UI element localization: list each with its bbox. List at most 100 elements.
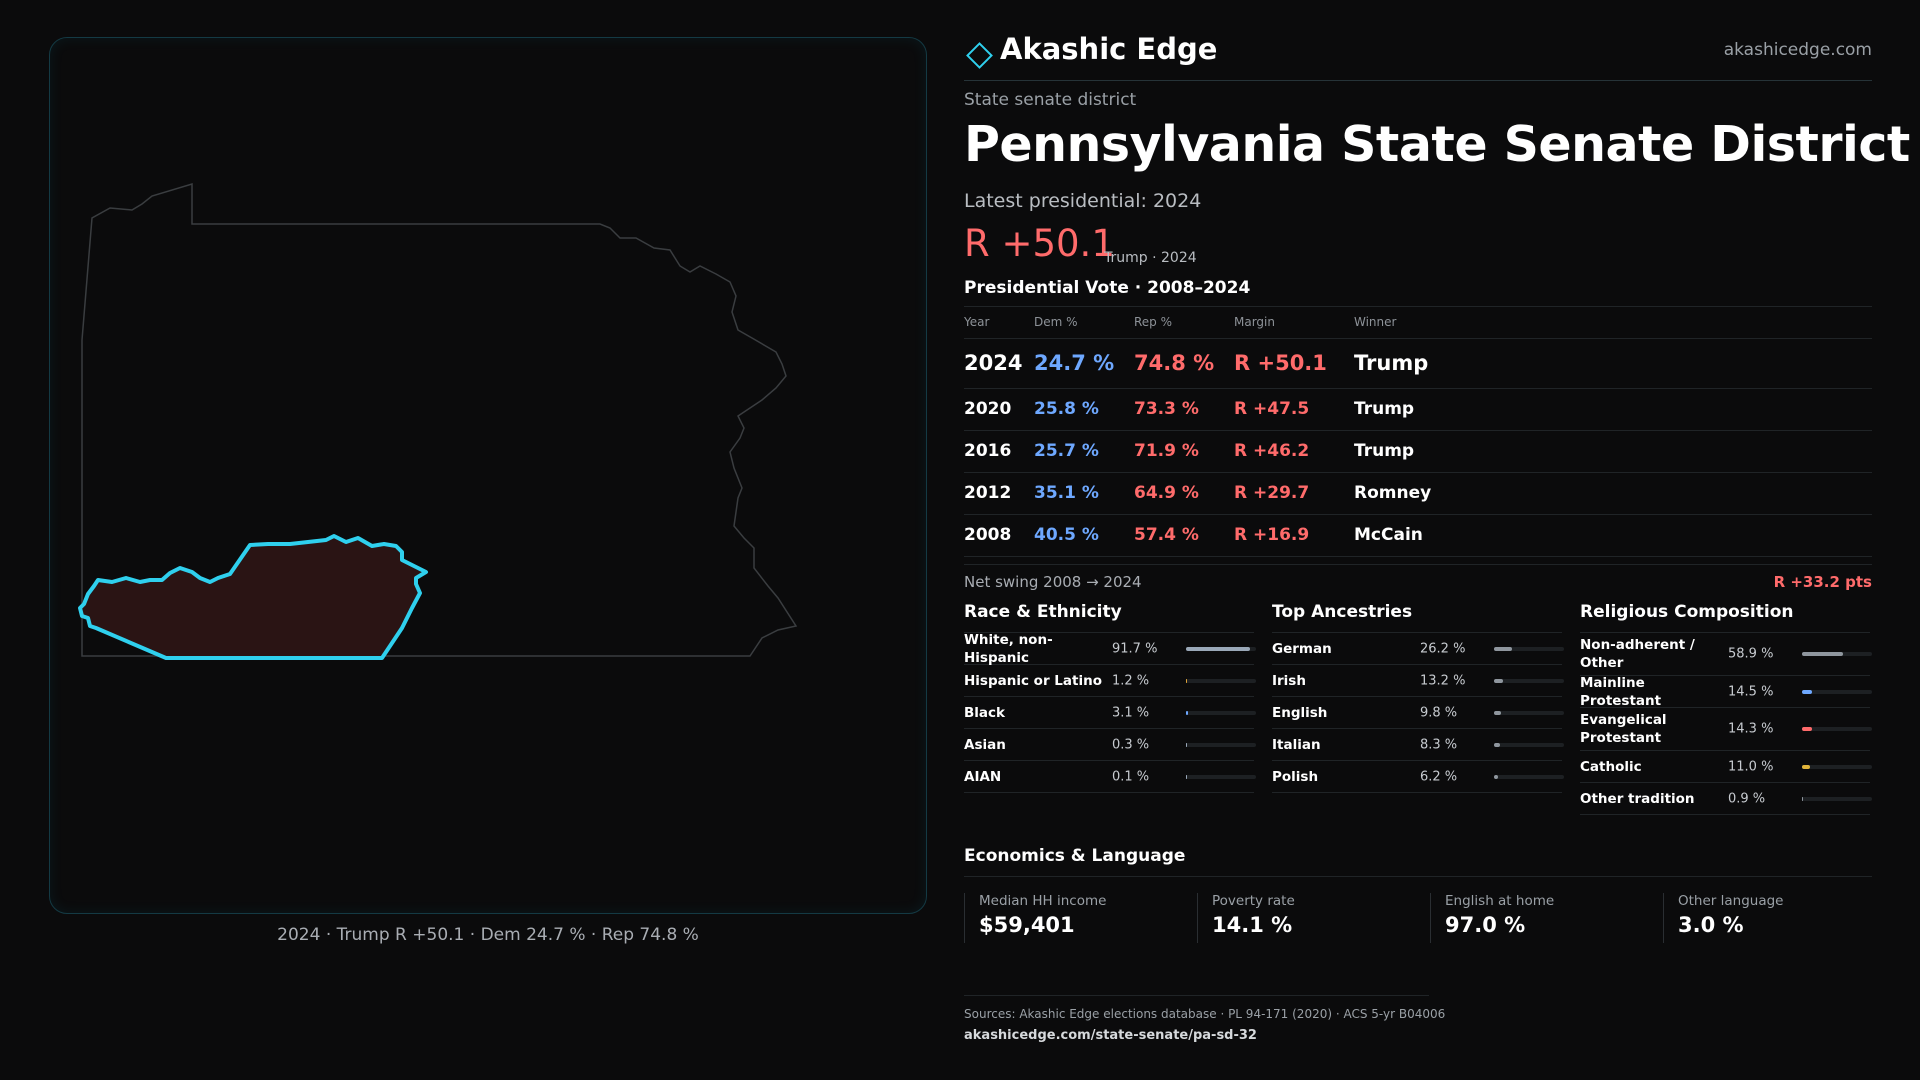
econ-median-income: Median HH income $59,401 [964, 893, 1196, 943]
bar-track [1494, 774, 1564, 779]
list-item: English 9.8 % [1272, 697, 1564, 729]
item-percent: 91.7 % [1112, 641, 1158, 656]
row-rep: 74.8 % [1134, 351, 1215, 375]
list-item: Italian 8.3 % [1272, 729, 1564, 761]
item-percent: 3.1 % [1112, 705, 1150, 720]
col-dem: Dem % [1034, 315, 1078, 329]
econ-label: Other language [1678, 893, 1784, 909]
row-winner: Trump [1354, 441, 1415, 461]
list-item: Black 3.1 % [964, 697, 1256, 729]
row-dem: 24.7 % [1034, 351, 1115, 375]
district-shape [78, 534, 428, 660]
district-map[interactable] [49, 37, 927, 914]
row-rep: 71.9 % [1134, 441, 1199, 461]
item-percent: 13.2 % [1420, 673, 1466, 688]
bar-fill [1186, 742, 1188, 747]
brand-url[interactable]: akashicedge.com [1723, 40, 1872, 60]
latest-margin: R +50.1 [964, 222, 1115, 265]
row-winner: Trump [1354, 399, 1415, 419]
item-label: White, non-Hispanic [964, 631, 1053, 666]
col-margin: Margin [1234, 315, 1275, 329]
item-label: AIAN [964, 768, 1002, 785]
item-label: Asian [964, 736, 1006, 753]
table-header: Year Dem % Rep % Margin Winner [964, 307, 1872, 339]
item-label: Polish [1272, 768, 1319, 785]
brand-header: Akashic Edge akashicedge.com [964, 30, 1872, 81]
row-winner: Trump [1354, 351, 1429, 375]
col-winner: Winner [1354, 315, 1397, 329]
row-winner: Romney [1354, 483, 1432, 503]
row-margin: R +47.5 [1234, 399, 1310, 419]
list-item: Catholic 11.0 % [1580, 751, 1872, 783]
bar-track [1802, 689, 1872, 694]
econ-value: 3.0 % [1678, 913, 1744, 937]
bar-fill [1494, 774, 1499, 779]
row-winner: McCain [1354, 525, 1423, 545]
bar-track [1494, 678, 1564, 683]
item-label: Irish [1272, 672, 1306, 689]
list-item: Other tradition 0.9 % [1580, 783, 1872, 815]
item-label: Non-adherent / Other [1580, 637, 1695, 671]
bar-fill [1494, 678, 1504, 683]
divider [1663, 893, 1664, 943]
diamond-logo-icon [966, 42, 993, 69]
col-rep: Rep % [1134, 315, 1173, 329]
row-dem: 40.5 % [1034, 525, 1099, 545]
bar-fill [1802, 764, 1810, 769]
econ-other-language: Other language 3.0 % [1663, 893, 1895, 943]
net-swing-value: R +33.2 pts [1773, 573, 1872, 591]
bar-track [1186, 646, 1256, 651]
item-label: Catholic [1580, 758, 1642, 775]
list-item: German 26.2 % [1272, 633, 1564, 665]
item-percent: 0.3 % [1112, 737, 1150, 752]
row-margin: R +46.2 [1234, 441, 1310, 461]
row-dem: 25.7 % [1034, 441, 1099, 461]
page-url[interactable]: akashicedge.com/state-senate/pa-sd-32 [964, 1028, 1257, 1043]
list-item: AIAN 0.1 % [964, 761, 1256, 793]
bar-track [1802, 652, 1872, 656]
econ-value: $59,401 [979, 913, 1075, 937]
list-item: Non-adherent / Other 58.9 % [1580, 633, 1872, 676]
bar-track [1186, 774, 1256, 779]
district-type: State senate district [964, 90, 1137, 110]
item-percent: 1.2 % [1112, 673, 1150, 688]
item-percent: 0.1 % [1112, 769, 1150, 784]
econ-label: English at home [1445, 893, 1555, 909]
list-item: Hispanic or Latino 1.2 % [964, 665, 1256, 697]
table-row: 2008 40.5 % 57.4 % R +16.9 McCain [964, 515, 1872, 557]
page-title: Pennsylvania State Senate District 32 [964, 116, 1920, 173]
item-percent: 6.2 % [1420, 769, 1458, 784]
bar-track [1186, 678, 1256, 683]
bar-fill [1802, 727, 1812, 731]
list-item: Asian 0.3 % [964, 729, 1256, 761]
net-swing-label: Net swing 2008 → 2024 [964, 573, 1142, 591]
religion-section: Religious Composition Non-adherent / Oth… [1580, 602, 1872, 815]
item-label: Evangelical Protestant [1580, 712, 1667, 746]
list-item: Irish 13.2 % [1272, 665, 1564, 697]
map-caption: 2024 · Trump R +50.1 · Dem 24.7 % · Rep … [277, 925, 699, 945]
row-rep: 57.4 % [1134, 525, 1199, 545]
table-row: 2024 24.7 % 74.8 % R +50.1 Trump [964, 339, 1872, 389]
economics-title: Economics & Language [964, 846, 1872, 877]
item-percent: 8.3 % [1420, 737, 1458, 752]
state-outline [81, 182, 798, 657]
latest-presidential-label: Latest presidential: 2024 [964, 190, 1202, 212]
net-swing: Net swing 2008 → 2024 R +33.2 pts [964, 564, 1872, 595]
row-rep: 64.9 % [1134, 483, 1199, 503]
bar-fill [1186, 646, 1251, 651]
row-year: 2012 [964, 483, 1012, 503]
row-dem: 35.1 % [1034, 483, 1099, 503]
item-percent: 14.3 % [1728, 721, 1774, 737]
vote-history-title: Presidential Vote · 2008–2024 [964, 278, 1251, 298]
item-percent: 11.0 % [1728, 759, 1774, 774]
bar-fill [1186, 774, 1188, 779]
item-label: Italian [1272, 736, 1321, 753]
row-year: 2024 [964, 351, 1023, 375]
item-label: Other tradition [1580, 790, 1695, 807]
row-margin: R +50.1 [1234, 351, 1327, 375]
econ-english-at-home: English at home 97.0 % [1430, 893, 1662, 943]
bar-fill [1186, 678, 1188, 683]
item-label: German [1272, 640, 1332, 657]
ancestry-title: Top Ancestries [1272, 602, 1562, 633]
bar-track [1802, 764, 1872, 769]
